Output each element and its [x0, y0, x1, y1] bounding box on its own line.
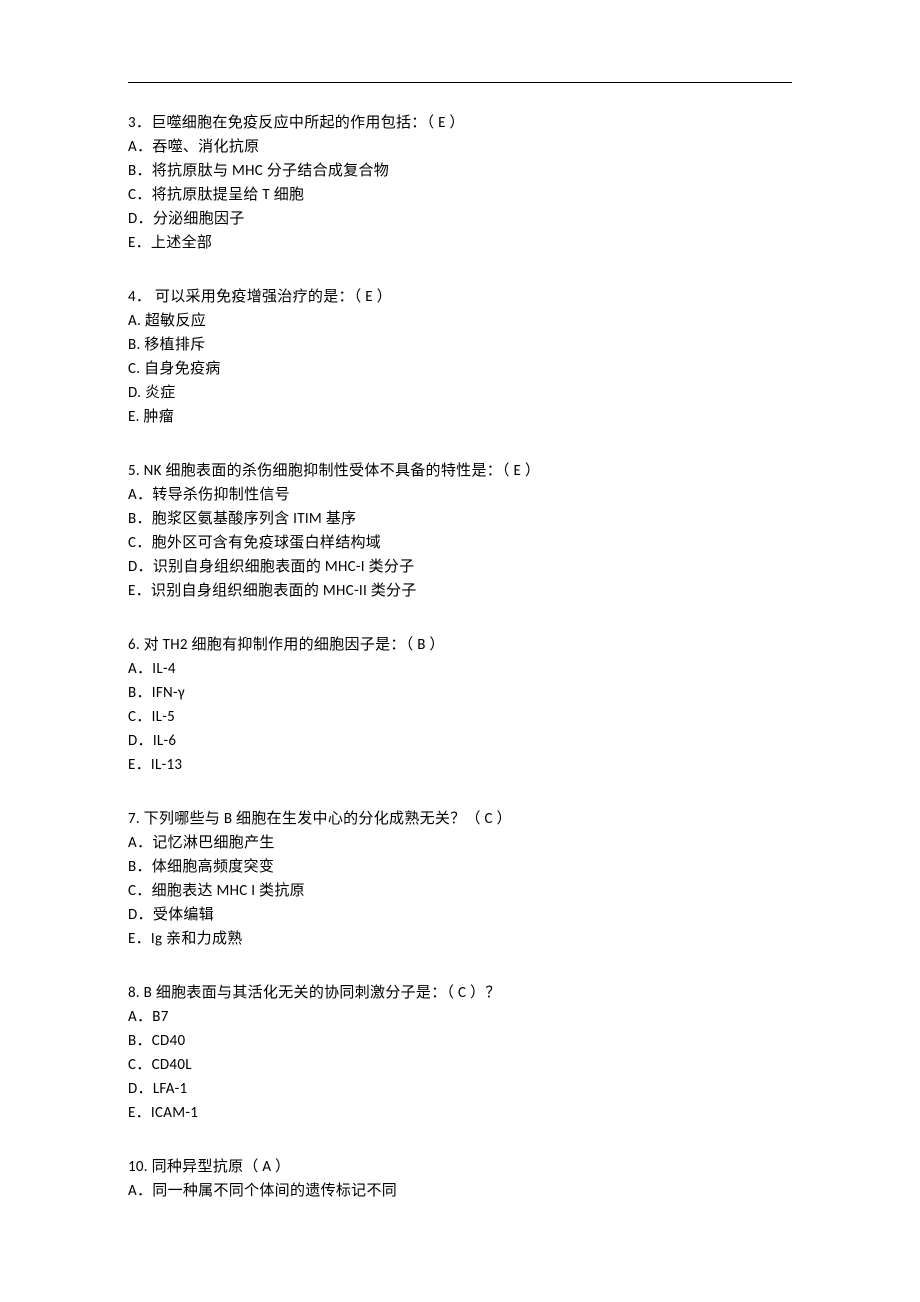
question-option: C．将抗原肽提呈给 T 细胞 [128, 183, 792, 207]
question-option: A．IL-4 [128, 657, 792, 681]
question-option: B．CD40 [128, 1029, 792, 1053]
question-option: B. 移植排斥 [128, 333, 792, 357]
header-separator [128, 82, 792, 83]
question-option: A．吞噬、消化抗原 [128, 135, 792, 159]
question-block: 4． 可以采用免疫增强治疗的是：（ E ）A. 超敏反应B. 移植排斥C. 自身… [128, 285, 792, 429]
question-block: 6. 对 TH2 细胞有抑制作用的细胞因子是：（ B ）A．IL-4B．IFN-… [128, 633, 792, 777]
question-block: 3．巨噬细胞在免疫反应中所起的作用包括：（ E ）A．吞噬、消化抗原B．将抗原肽… [128, 111, 792, 255]
question-stem: 3．巨噬细胞在免疫反应中所起的作用包括：（ E ） [128, 111, 792, 135]
question-option: E．Ig 亲和力成熟 [128, 927, 792, 951]
question-option: B．将抗原肽与 MHC 分子结合成复合物 [128, 159, 792, 183]
question-option: C．IL-5 [128, 705, 792, 729]
question-stem: 4． 可以采用免疫增强治疗的是：（ E ） [128, 285, 792, 309]
question-option: A．转导杀伤抑制性信号 [128, 483, 792, 507]
question-option: C. 自身免疫病 [128, 357, 792, 381]
question-option: B．胞浆区氨基酸序列含 ITIM 基序 [128, 507, 792, 531]
question-option: C．CD40L [128, 1053, 792, 1077]
question-stem: 6. 对 TH2 细胞有抑制作用的细胞因子是：（ B ） [128, 633, 792, 657]
question-option: B．体细胞高频度突变 [128, 855, 792, 879]
question-option: A．B7 [128, 1005, 792, 1029]
question-option: D．识别自身组织细胞表面的 MHC-I 类分子 [128, 555, 792, 579]
question-block: 5. NK 细胞表面的杀伤细胞抑制性受体不具备的特性是：（ E ）A．转导杀伤抑… [128, 459, 792, 603]
question-option: E. 肿瘤 [128, 405, 792, 429]
question-option: D．LFA-1 [128, 1077, 792, 1101]
question-option: E．ICAM-1 [128, 1101, 792, 1125]
question-stem: 7. 下列哪些与 B 细胞在生发中心的分化成熟无关？（ C ） [128, 807, 792, 831]
question-option: D. 炎症 [128, 381, 792, 405]
question-option: E．上述全部 [128, 231, 792, 255]
question-option: D．分泌细胞因子 [128, 207, 792, 231]
question-stem: 5. NK 细胞表面的杀伤细胞抑制性受体不具备的特性是：（ E ） [128, 459, 792, 483]
question-option: E．识别自身组织细胞表面的 MHC-II 类分子 [128, 579, 792, 603]
question-block: 8. B 细胞表面与其活化无关的协同刺激分子是：（ C ）？A．B7B．CD40… [128, 981, 792, 1125]
question-option: E．IL-13 [128, 753, 792, 777]
question-option: D．受体编辑 [128, 903, 792, 927]
question-option: D．IL-6 [128, 729, 792, 753]
question-option: A．记忆淋巴细胞产生 [128, 831, 792, 855]
page-container: 3．巨噬细胞在免疫反应中所起的作用包括：（ E ）A．吞噬、消化抗原B．将抗原肽… [0, 0, 920, 1203]
question-option: A. 超敏反应 [128, 309, 792, 333]
questions-root: 3．巨噬细胞在免疫反应中所起的作用包括：（ E ）A．吞噬、消化抗原B．将抗原肽… [128, 111, 792, 1203]
question-block: 7. 下列哪些与 B 细胞在生发中心的分化成熟无关？（ C ）A．记忆淋巴细胞产… [128, 807, 792, 951]
question-option: A．同一种属不同个体间的遗传标记不同 [128, 1179, 792, 1203]
question-stem: 10. 同种异型抗原（ A ） [128, 1155, 792, 1179]
question-block: 10. 同种异型抗原（ A ）A．同一种属不同个体间的遗传标记不同 [128, 1155, 792, 1203]
question-option: B．IFN-γ [128, 681, 792, 705]
question-option: C．细胞表达 MHC I 类抗原 [128, 879, 792, 903]
question-option: C．胞外区可含有免疫球蛋白样结构域 [128, 531, 792, 555]
question-stem: 8. B 细胞表面与其活化无关的协同刺激分子是：（ C ）？ [128, 981, 792, 1005]
